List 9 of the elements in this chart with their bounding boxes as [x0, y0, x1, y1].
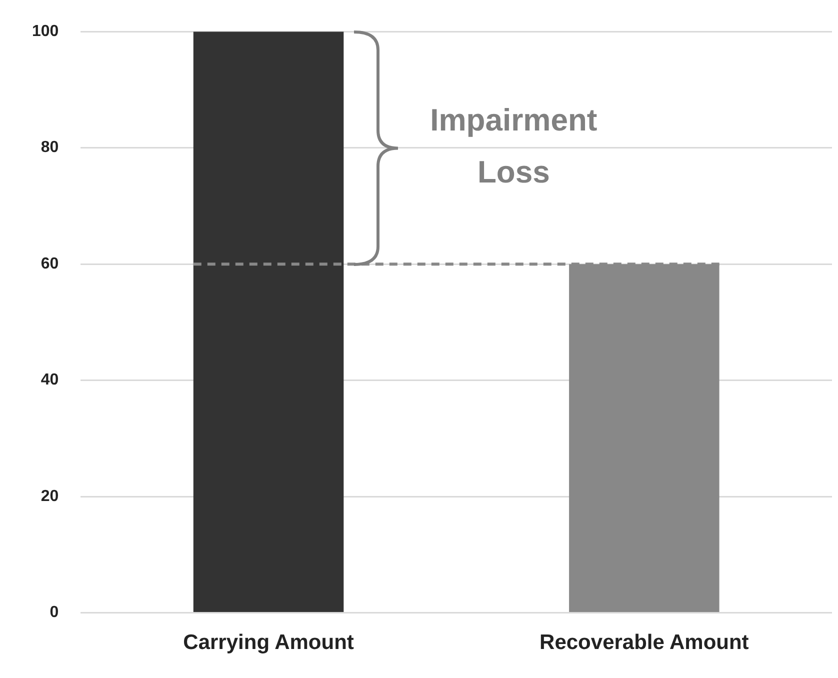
x-tick-label: Recoverable Amount [540, 631, 749, 654]
y-tick-label: 100 [32, 23, 59, 40]
y-tick-label: 20 [40, 488, 59, 505]
annotation: Impairment Loss [430, 102, 598, 190]
x-tick-label: Carrying Amount [183, 631, 354, 654]
y-tick-label: 40 [40, 372, 59, 389]
y-tick-label: 60 [40, 255, 59, 272]
y-tick-label: 80 [40, 139, 59, 156]
y-tick-label: 0 [50, 604, 59, 622]
